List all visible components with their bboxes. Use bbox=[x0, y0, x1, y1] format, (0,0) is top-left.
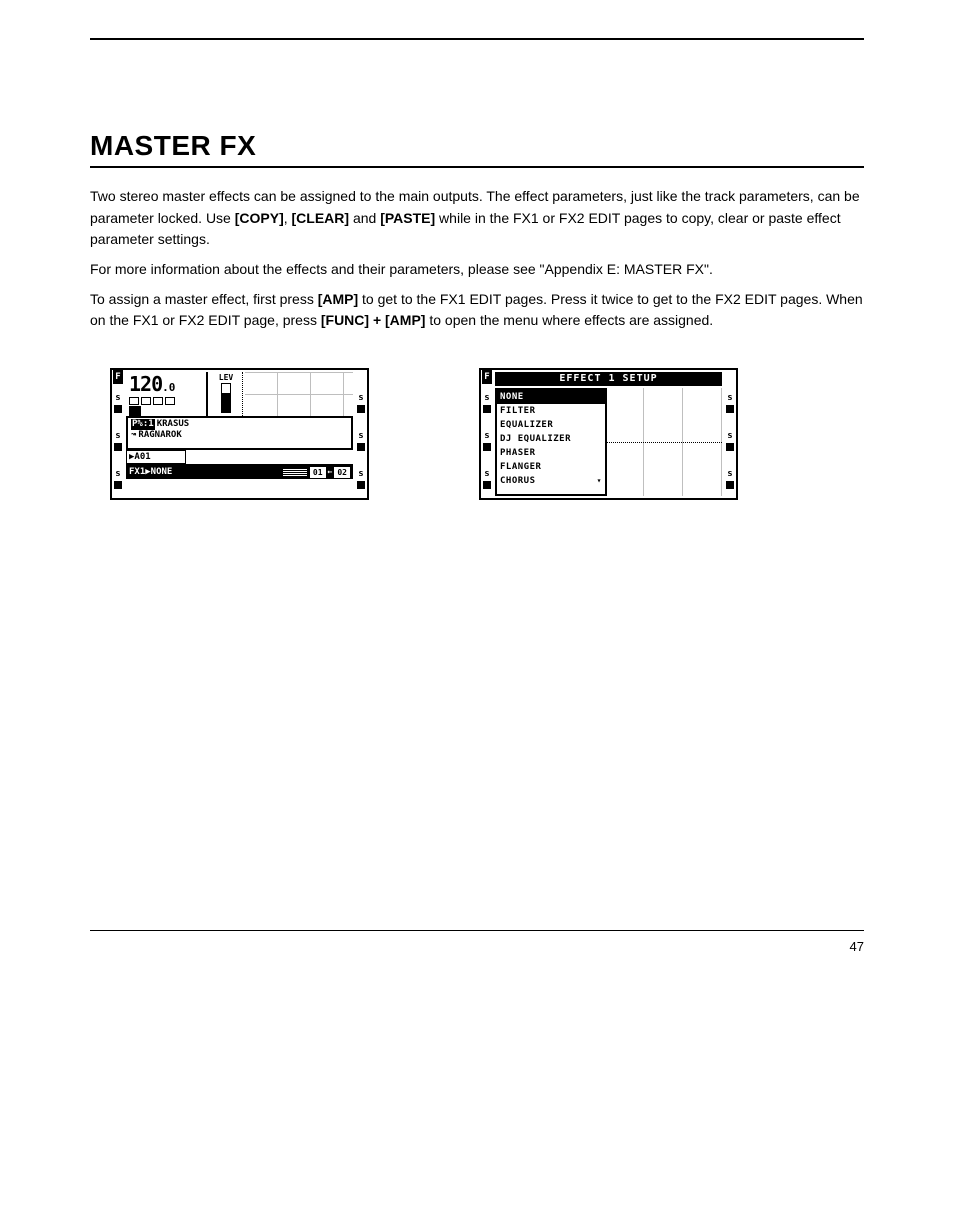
page-number: 47 bbox=[850, 939, 864, 954]
lcd-effect-setup: F s s s s s s EFFECT 1 SETUP NONE FILTER bbox=[479, 368, 738, 500]
page-footer: 47 bbox=[90, 939, 864, 954]
side-marker: s bbox=[112, 430, 124, 441]
step-sequence bbox=[129, 406, 203, 416]
side-box-icon bbox=[357, 481, 365, 489]
text: To assign a master effect, first press bbox=[90, 291, 318, 307]
footer-rule bbox=[90, 930, 864, 931]
channel-2: 02 bbox=[334, 467, 350, 478]
side-marker: s bbox=[112, 468, 124, 479]
fx-status-bar: FX1▶NONE 01←02 bbox=[126, 465, 353, 479]
step-sequence bbox=[129, 397, 203, 405]
figure-row: F s s s s s s 120.0 bbox=[110, 368, 864, 500]
top-rule bbox=[90, 38, 864, 40]
side-box-icon bbox=[726, 405, 734, 413]
side-marker: s bbox=[481, 430, 493, 441]
wave-icon: ↝ bbox=[131, 430, 136, 441]
fx-label: FX1▶NONE bbox=[129, 467, 172, 477]
tempo-dec: .0 bbox=[162, 381, 175, 394]
menu-item-filter[interactable]: FILTER bbox=[497, 404, 605, 418]
side-marker: s bbox=[481, 468, 493, 479]
effect-menu: NONE FILTER EQUALIZER DJ EQUALIZER PHASE… bbox=[495, 388, 607, 496]
paragraph-1: Two stereo master effects can be assigne… bbox=[90, 186, 864, 251]
waveform-grid bbox=[245, 372, 353, 416]
tempo-display: 120.0 bbox=[126, 372, 208, 416]
text: to open the menu where effects are assig… bbox=[425, 312, 713, 328]
side-marker: s bbox=[724, 392, 736, 403]
effect-setup-title: EFFECT 1 SETUP bbox=[495, 372, 722, 386]
key-copy: [COPY] bbox=[235, 210, 284, 226]
section-rule bbox=[90, 166, 864, 168]
arrow-icon: ← bbox=[326, 467, 335, 478]
preset-slot: P%:1 bbox=[131, 419, 155, 430]
key-amp: [AMP] bbox=[318, 291, 358, 307]
side-box-icon bbox=[726, 481, 734, 489]
menu-item-equalizer[interactable]: EQUALIZER bbox=[497, 418, 605, 432]
side-box-icon bbox=[483, 443, 491, 451]
menu-item-chorus[interactable]: CHORUS bbox=[497, 474, 605, 488]
side-marker: s bbox=[355, 430, 367, 441]
side-box-icon bbox=[114, 405, 122, 413]
paragraph-2: For more information about the effects a… bbox=[90, 259, 864, 281]
level-label: LEV bbox=[212, 373, 240, 382]
menu-item-flanger[interactable]: FLANGER bbox=[497, 460, 605, 474]
tempo-int: 120 bbox=[129, 372, 162, 396]
side-box-icon bbox=[114, 481, 122, 489]
side-marker: s bbox=[355, 392, 367, 403]
key-clear: [CLEAR] bbox=[292, 210, 350, 226]
hatch-icon bbox=[283, 468, 307, 476]
level-meter-col: LEV bbox=[210, 372, 243, 416]
text: , bbox=[284, 210, 292, 226]
text: and bbox=[349, 210, 380, 226]
level-meter bbox=[221, 383, 231, 413]
side-box-icon bbox=[483, 405, 491, 413]
pattern-number: ▶A01 bbox=[126, 450, 186, 464]
key-paste: [PASTE] bbox=[380, 210, 435, 226]
side-marker: s bbox=[724, 468, 736, 479]
preset-display: P%:1KRASUS ↝RAGNAROK bbox=[126, 416, 353, 450]
menu-item-none[interactable]: NONE bbox=[497, 390, 605, 404]
side-marker: s bbox=[112, 392, 124, 403]
side-marker: s bbox=[355, 468, 367, 479]
side-box-icon bbox=[357, 405, 365, 413]
side-marker: s bbox=[724, 430, 736, 441]
side-box-icon bbox=[726, 443, 734, 451]
side-f-icon: F bbox=[113, 370, 123, 384]
kit-name: RAGNAROK bbox=[138, 430, 181, 441]
menu-item-phaser[interactable]: PHASER bbox=[497, 446, 605, 460]
side-box-icon bbox=[114, 443, 122, 451]
param-grid bbox=[605, 388, 722, 496]
section-heading: MASTER FX bbox=[90, 130, 864, 162]
lcd-main-screen: F s s s s s s 120.0 bbox=[110, 368, 369, 500]
side-marker: s bbox=[481, 392, 493, 403]
paragraph-3: To assign a master effect, first press [… bbox=[90, 289, 864, 332]
key-func-amp: [FUNC] + [AMP] bbox=[321, 312, 426, 328]
side-f-icon: F bbox=[482, 370, 492, 384]
channel-1: 01 bbox=[310, 467, 326, 478]
side-box-icon bbox=[483, 481, 491, 489]
preset-name: KRASUS bbox=[157, 419, 190, 430]
menu-item-dj-equalizer[interactable]: DJ EQUALIZER bbox=[497, 432, 605, 446]
side-box-icon bbox=[357, 443, 365, 451]
